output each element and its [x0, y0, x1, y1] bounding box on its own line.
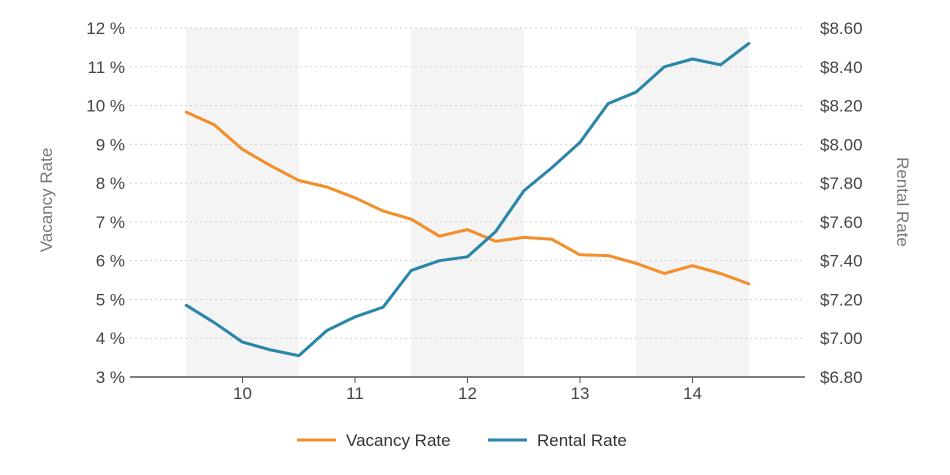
left-tick-label: 10 % — [86, 97, 125, 116]
right-tick-label: $7.40 — [820, 252, 863, 271]
left-axis-title: Vacancy Rate — [37, 148, 56, 253]
left-tick-label: 6 % — [96, 252, 125, 271]
left-tick-label: 12 % — [86, 19, 125, 38]
right-tick-label: $8.40 — [820, 58, 863, 77]
left-tick-label: 8 % — [96, 174, 125, 193]
legend-item-vacancy-rate[interactable]: Vacancy Rate — [297, 431, 451, 450]
shaded-band-2 — [636, 28, 749, 377]
x-tick-label: 12 — [458, 384, 477, 403]
shaded-band-0 — [186, 28, 299, 377]
right-tick-label: $7.80 — [820, 174, 863, 193]
left-tick-label: 5 % — [96, 290, 125, 309]
left-tick-label: 11 % — [88, 58, 126, 77]
shaded-bands — [186, 28, 749, 377]
right-tick-label: $7.60 — [820, 213, 863, 232]
x-tick-label: 14 — [683, 384, 702, 403]
right-tick-label: $8.00 — [820, 135, 863, 154]
series-lines — [184, 42, 751, 358]
left-tick-label: 3 % — [96, 368, 125, 387]
x-tick-label: 11 — [346, 384, 364, 403]
left-axis-ticks: 3 % 4 % 5 % 6 % 7 % 8 % 9 % 10 % 11 % 12 % — [86, 19, 125, 387]
right-tick-label: $8.60 — [820, 19, 863, 38]
legend-item-rental-rate[interactable]: Rental Rate — [488, 431, 627, 450]
right-tick-label: $7.20 — [820, 290, 863, 309]
left-tick-label: 9 % — [96, 135, 125, 154]
left-tick-label: 7 % — [96, 213, 125, 232]
shaded-band-1 — [411, 28, 524, 377]
left-tick-label: 4 % — [96, 329, 125, 348]
right-tick-label: $7.00 — [820, 329, 863, 348]
series-line-rental-rate[interactable] — [184, 42, 751, 358]
right-tick-label: $6.80 — [820, 368, 863, 387]
x-tick-label: 13 — [571, 384, 590, 403]
legend-label-rental-rate: Rental Rate — [537, 431, 627, 450]
right-axis-title: Rental Rate — [893, 157, 912, 247]
legend-label-vacancy-rate: Vacancy Rate — [346, 431, 451, 450]
legend: Vacancy Rate Rental Rate — [297, 431, 627, 450]
series-line-vacancy-rate[interactable] — [184, 110, 751, 286]
x-tick-label: 10 — [233, 384, 252, 403]
x-axis-ticks: 10 11 12 13 14 — [233, 377, 702, 403]
right-axis-ticks: $6.80 $7.00 $7.20 $7.40 $7.60 $7.80 $8.00 $8.20… — [820, 19, 863, 387]
right-tick-label: $8.20 — [820, 97, 863, 116]
